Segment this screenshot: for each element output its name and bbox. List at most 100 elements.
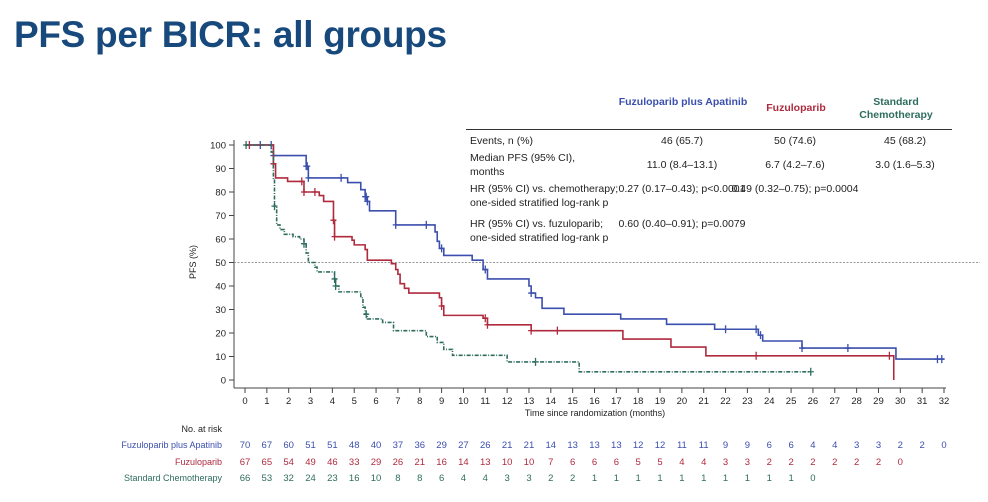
censor-mark — [311, 188, 318, 196]
x-tick-label: 9 — [439, 396, 444, 407]
at-risk-count: 51 — [327, 440, 338, 451]
x-tick-label: 3 — [308, 396, 313, 407]
at-risk-count: 26 — [480, 440, 491, 451]
at-risk-count: 1 — [723, 473, 728, 484]
y-tick-label: 30 — [215, 305, 226, 316]
at-risk-count: 3 — [504, 473, 509, 484]
at-risk-count: 13 — [589, 440, 600, 451]
at-risk-count: 4 — [461, 473, 466, 484]
at-risk-count: 1 — [679, 473, 684, 484]
x-tick-label: 0 — [242, 396, 247, 407]
at-risk-count: 9 — [745, 440, 750, 451]
at-risk-count: 36 — [414, 440, 425, 451]
x-tick-label: 22 — [720, 396, 731, 407]
at-risk-count: 1 — [636, 473, 641, 484]
censor-mark — [528, 289, 535, 298]
censor-mark — [528, 326, 535, 335]
censor-mark — [304, 162, 311, 171]
x-axis-label: Time since randomization (months) — [525, 408, 665, 418]
censor-mark — [886, 351, 893, 360]
at-risk-count: 3 — [526, 473, 531, 484]
censor-mark — [300, 188, 307, 196]
at-risk-count: 37 — [393, 440, 404, 451]
at-risk-count: 53 — [262, 473, 273, 484]
at-risk-count: 21 — [502, 440, 513, 451]
cell: 0.60 (0.40–0.91); p=0.0079 — [618, 218, 746, 230]
at-risk-count: 2 — [548, 473, 553, 484]
censor-mark — [331, 232, 338, 241]
censor-mark — [332, 282, 339, 290]
censor-mark — [753, 351, 760, 360]
at-risk-count: 46 — [327, 457, 338, 468]
at-risk-count: 4 — [832, 440, 837, 451]
at-risk-count: 3 — [745, 457, 750, 468]
x-tick-label: 2 — [286, 396, 291, 407]
at-risk-count: 21 — [524, 440, 535, 451]
x-tick-label: 31 — [917, 396, 928, 407]
x-tick-label: 6 — [373, 396, 378, 407]
at-risk-count: 4 — [483, 473, 488, 484]
censor-mark — [484, 320, 491, 329]
censor-mark — [844, 344, 851, 353]
at-risk-count: 13 — [567, 440, 578, 451]
censor-mark — [807, 367, 814, 376]
page-title: PFS per BICR: all groups — [14, 14, 447, 55]
row-label-hr-fuz: HR (95% CI) vs. fuzuloparib; one-sided s… — [470, 218, 609, 244]
km-curve-1 — [245, 144, 944, 360]
at-risk-count: 1 — [701, 473, 706, 484]
at-risk-count: 2 — [832, 457, 837, 468]
x-tick-label: 14 — [546, 396, 557, 407]
censor-mark — [482, 314, 489, 323]
censor-mark — [554, 326, 561, 335]
at-risk-count: 2 — [810, 457, 815, 468]
censor-mark — [338, 173, 345, 182]
header-fuz-apa: Fuzuloparib plus Apatinib — [618, 96, 748, 108]
at-risk-count: 5 — [636, 457, 641, 468]
censor-mark — [243, 141, 250, 149]
row-label-hr-chemo: HR (95% CI) vs. chemotherapy; one-sided … — [470, 183, 619, 209]
censor-mark — [482, 265, 489, 274]
x-tick-label: 32 — [939, 396, 950, 407]
y-tick-label: 60 — [215, 235, 226, 246]
at-risk-count: 0 — [941, 440, 946, 451]
x-tick-label: 27 — [829, 396, 840, 407]
at-risk-count: 13 — [611, 440, 622, 451]
at-risk-count: 60 — [283, 440, 294, 451]
y-tick-label: 70 — [215, 211, 226, 222]
x-tick-label: 10 — [458, 396, 469, 407]
at-risk-count: 49 — [305, 457, 316, 468]
at-risk-count: 13 — [480, 457, 491, 468]
at-risk-count: 12 — [633, 440, 644, 451]
header-chemo: Standard Chemotherapy — [859, 96, 933, 121]
at-risk-count: 40 — [371, 440, 382, 451]
x-tick-label: 8 — [417, 396, 422, 407]
at-risk-count: 16 — [436, 457, 447, 468]
at-risk-count: 6 — [614, 457, 619, 468]
cell: 3.0 (1.6–5.3) — [875, 159, 935, 171]
at-risk-count: 3 — [876, 440, 881, 451]
at-risk-count: 2 — [898, 440, 903, 451]
censor-mark — [423, 220, 430, 229]
at-risk-count: 24 — [305, 473, 316, 484]
cell: 45 (68.2) — [883, 135, 927, 147]
censor-mark — [938, 355, 945, 364]
at-risk-count: 6 — [767, 440, 772, 451]
censor-mark — [532, 357, 539, 366]
cell: 0.49 (0.32–0.75); p=0.0004 — [731, 183, 859, 195]
cell: 0.27 (0.17–0.43); p<0.0001 — [618, 183, 746, 195]
at-risk-count: 2 — [570, 473, 575, 484]
x-tick-label: 29 — [873, 396, 884, 407]
x-tick-label: 19 — [655, 396, 666, 407]
at-risk-count: 29 — [371, 457, 382, 468]
at-risk-count: 67 — [262, 440, 273, 451]
x-tick-label: 4 — [330, 396, 335, 407]
at-risk-count: 10 — [502, 457, 513, 468]
at-risk-count: 2 — [876, 457, 881, 468]
at-risk-count: 2 — [767, 457, 772, 468]
at-risk-count: 70 — [240, 440, 251, 451]
at-risk-count: 6 — [570, 457, 575, 468]
row-label-events: Events, n (%) — [470, 135, 534, 147]
x-tick-label: 16 — [589, 396, 600, 407]
at-risk-count: 67 — [240, 457, 251, 468]
